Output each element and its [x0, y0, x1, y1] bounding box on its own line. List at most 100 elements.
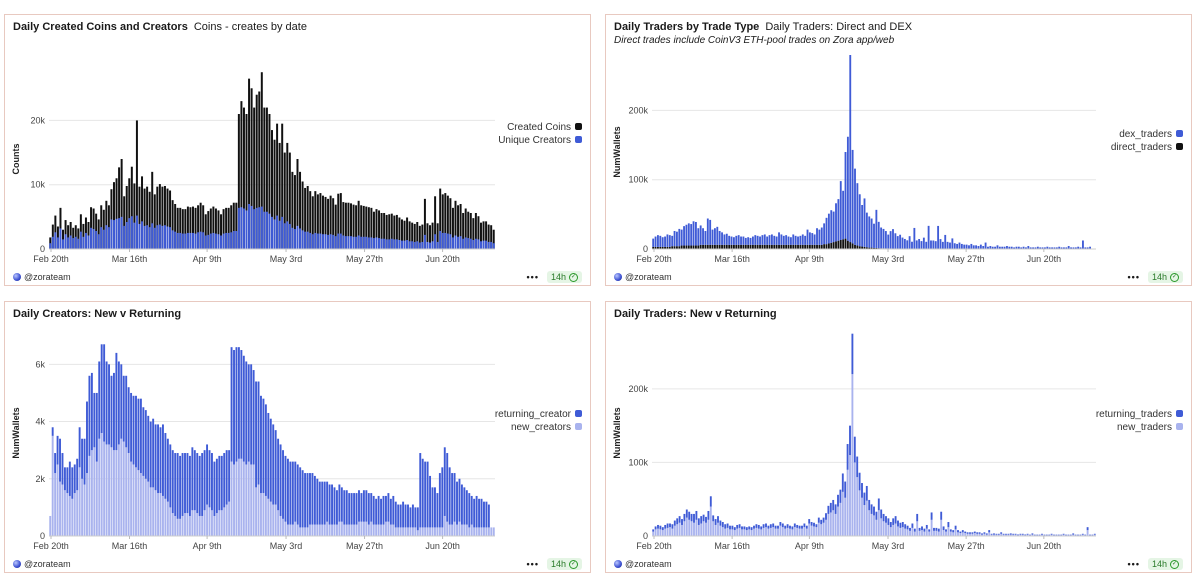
bar — [899, 234, 902, 249]
bar — [945, 531, 947, 536]
bar — [728, 235, 731, 245]
bar — [909, 527, 911, 531]
bar — [51, 224, 54, 249]
bar — [448, 467, 451, 525]
bar — [664, 524, 667, 529]
bar — [1082, 240, 1084, 249]
y-axis-title: NumWallets — [612, 126, 622, 177]
bar — [49, 243, 52, 249]
author[interactable]: @zorateam — [614, 272, 672, 282]
bar — [184, 453, 186, 514]
legend-item[interactable]: Unique Creators — [498, 134, 582, 147]
legend-item[interactable]: new_traders — [1096, 421, 1183, 434]
bar — [678, 522, 681, 536]
bar — [815, 527, 818, 536]
legend-item[interactable]: returning_traders — [1096, 408, 1183, 421]
bar — [1009, 533, 1012, 535]
bar — [105, 225, 108, 249]
bar — [827, 213, 830, 244]
bar — [853, 436, 856, 463]
bar — [730, 236, 733, 245]
bar — [194, 207, 197, 249]
bar — [706, 218, 709, 245]
bar — [1074, 247, 1077, 249]
bar — [206, 444, 209, 505]
bar — [773, 244, 776, 249]
author[interactable]: @zorateam — [13, 272, 71, 282]
bar — [839, 181, 842, 240]
bar — [323, 524, 326, 536]
author[interactable]: @zorateam — [614, 559, 672, 569]
chart-traders-by-type[interactable]: 0 100k 200k NumWallets Feb 20th Mar 16th Apr 9… — [606, 15, 1193, 287]
bar — [913, 531, 916, 536]
bar — [1081, 534, 1084, 536]
bar — [63, 467, 66, 491]
bar — [964, 533, 967, 536]
bar — [464, 208, 467, 249]
bar — [102, 209, 105, 249]
bar — [908, 236, 911, 249]
bar — [102, 229, 105, 249]
bar — [918, 530, 921, 536]
bar — [673, 246, 676, 249]
bar — [1077, 534, 1079, 536]
chart-created-coins[interactable]: 0 10k 20k Counts Feb 20th Mar 16th Apr 9th May … — [5, 15, 592, 287]
legend-item[interactable]: returning_creator — [495, 408, 582, 421]
bar — [903, 238, 906, 249]
author[interactable]: @zorateam — [13, 559, 71, 569]
bar — [345, 490, 348, 525]
more-options-button[interactable]: ••• — [526, 559, 539, 569]
bar — [348, 493, 351, 525]
bar — [128, 178, 131, 249]
bar — [159, 427, 162, 494]
legend-item[interactable]: direct_traders — [1111, 141, 1183, 154]
bar — [74, 236, 77, 249]
y-tick-label: 6k — [35, 359, 45, 369]
y-tick-label: 10k — [30, 180, 45, 190]
bar — [854, 168, 856, 245]
bar — [434, 234, 437, 249]
bar — [304, 187, 307, 249]
bar — [870, 504, 873, 514]
more-options-button[interactable]: ••• — [1127, 272, 1140, 282]
bar — [841, 491, 844, 536]
bar — [717, 522, 719, 536]
legend-item[interactable]: dex_traders — [1111, 128, 1183, 141]
chart-traders-new-returning[interactable]: 0 100k 200k NumWallets Feb 20th Mar 16th Apr 9… — [606, 302, 1193, 574]
bar — [311, 524, 314, 536]
bar — [830, 242, 833, 249]
bar — [774, 525, 777, 529]
bar — [669, 527, 671, 536]
bar — [744, 244, 747, 249]
bar — [842, 190, 845, 240]
bar — [429, 242, 432, 249]
bar — [909, 530, 911, 536]
bar — [724, 524, 727, 529]
bar — [392, 495, 395, 525]
bar — [257, 381, 260, 485]
bar — [51, 427, 54, 436]
bar — [906, 529, 909, 536]
panel-title-text: Daily Creators: New v Returning — [13, 308, 182, 320]
bar — [230, 347, 233, 462]
bar — [348, 524, 351, 536]
bar — [157, 493, 160, 536]
bar — [82, 236, 85, 249]
bar — [694, 245, 697, 249]
bar — [139, 398, 142, 474]
more-options-button[interactable]: ••• — [1127, 559, 1140, 569]
legend-item[interactable]: new_creators — [495, 421, 582, 434]
bar — [301, 181, 304, 249]
bar — [228, 450, 231, 502]
bar — [314, 232, 317, 249]
bar — [171, 513, 174, 536]
bar — [333, 487, 336, 525]
bar — [179, 232, 182, 249]
bar — [941, 241, 944, 249]
legend-item[interactable]: Created Coins — [498, 121, 582, 134]
bar — [791, 529, 794, 536]
bar — [856, 456, 859, 478]
more-options-button[interactable]: ••• — [526, 272, 539, 282]
bar — [324, 234, 327, 249]
chart-creators-new-returning[interactable]: 0 2k 4k 6k NumWallets Feb 20th Mar 16th Apr 9th… — [5, 302, 592, 574]
